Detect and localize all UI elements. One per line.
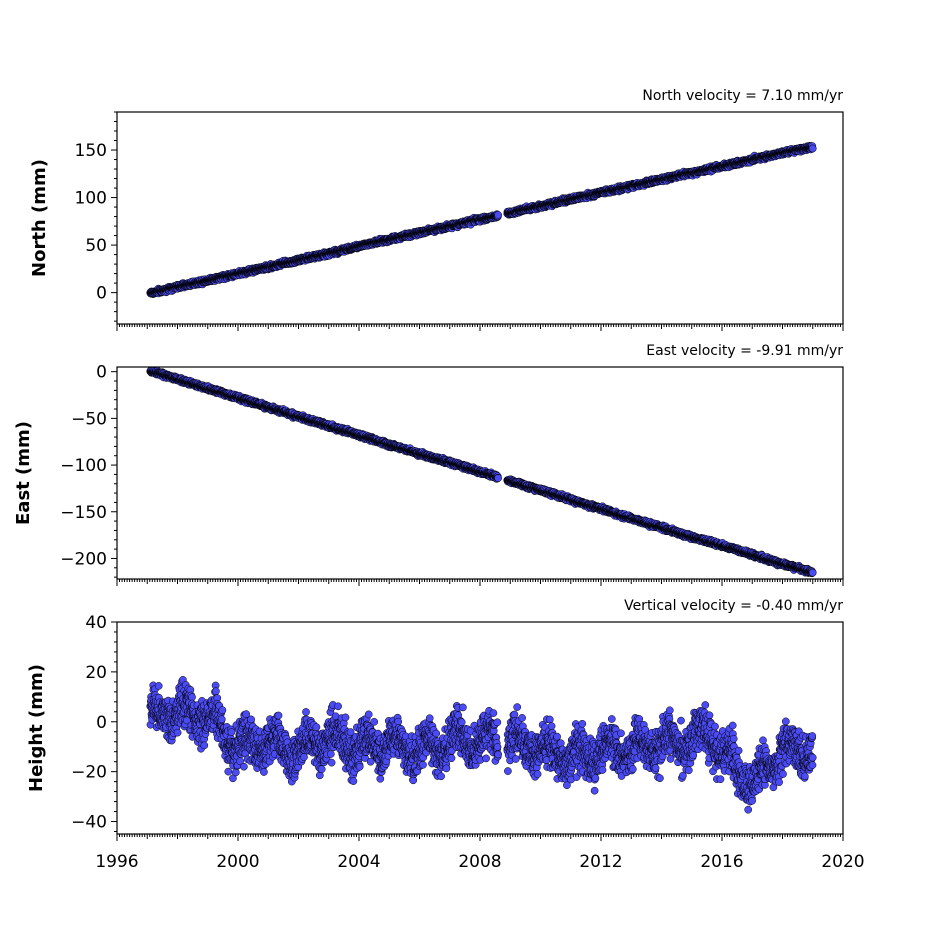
east-velocity-title: East velocity = -9.91 mm/yr [646,343,843,359]
north-y-tick-label: 50 [85,236,107,256]
north-ylabel: North (mm) [29,159,50,277]
north-velocity-title: North velocity = 7.10 mm/yr [642,88,843,104]
north-data-point [494,211,502,219]
north-points [146,142,817,298]
north-panel: North velocity = 7.10 mm/yr North (mm) 0… [29,88,844,331]
north-y-tick-label: 100 [75,189,107,209]
north-y-tick-label: 0 [96,284,107,304]
north-data-point [808,144,817,153]
north-y-tick-label: 150 [75,141,107,161]
east-ylabel: East (mm) [13,421,34,525]
